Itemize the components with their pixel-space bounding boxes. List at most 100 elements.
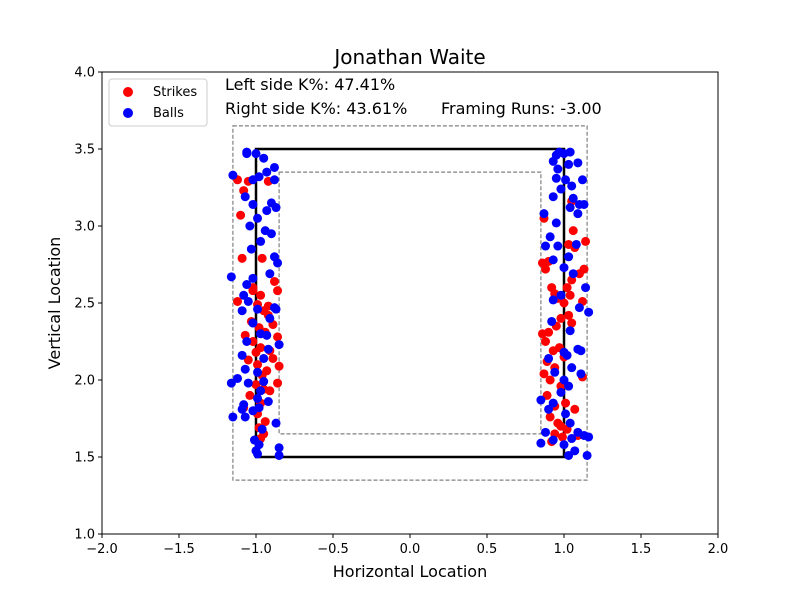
ball-point <box>541 427 551 437</box>
ball-point <box>562 350 572 360</box>
x-tick-label: 0.5 <box>477 542 498 557</box>
ball-point <box>544 353 554 363</box>
ball-point <box>243 296 253 306</box>
y-axis-label: Vertical Location <box>45 237 64 370</box>
ball-point <box>567 181 577 191</box>
ball-point <box>253 304 263 314</box>
y-tick-label: 2.5 <box>74 297 95 312</box>
x-tick-label: 1.5 <box>631 542 652 557</box>
ball-point <box>564 450 574 460</box>
x-tick-label: −1.0 <box>240 542 272 557</box>
ball-point <box>553 164 563 174</box>
ball-point <box>253 213 263 223</box>
ball-point <box>548 156 558 166</box>
ball-point <box>539 209 549 219</box>
ball-point <box>228 412 238 422</box>
ball-point <box>248 175 258 185</box>
strike-point <box>570 404 580 414</box>
ball-point <box>262 330 272 340</box>
ball-point <box>551 173 561 183</box>
x-tick-label: −0.5 <box>317 542 349 557</box>
ball-point <box>548 255 558 265</box>
framing-runs-annotation: Framing Runs: -3.00 <box>441 99 602 118</box>
ball-point <box>245 221 255 231</box>
ball-point <box>273 258 283 268</box>
strike-point <box>557 432 567 442</box>
ball-point <box>556 290 566 300</box>
strike-point <box>548 346 558 356</box>
ball-point <box>228 170 238 180</box>
strike-point <box>273 378 283 388</box>
ball-point <box>579 199 589 209</box>
strike-point <box>248 286 258 296</box>
ball-point <box>242 280 252 290</box>
ball-point <box>556 387 566 397</box>
x-tick-label: 1.0 <box>554 542 575 557</box>
ball-point <box>240 192 250 202</box>
strike-point <box>581 236 591 246</box>
ball-point <box>242 149 252 159</box>
strike-point <box>561 398 571 408</box>
ball-point <box>565 326 575 336</box>
inner-dashed-box <box>278 171 542 435</box>
strike-point <box>260 417 270 427</box>
ball-point <box>256 236 266 246</box>
left-k-annotation: Left side K%: 47.41% <box>225 75 395 94</box>
ball-point <box>571 239 581 249</box>
ball-point <box>565 418 575 428</box>
strike-point <box>248 337 258 346</box>
strike-point <box>537 329 547 339</box>
ball-point <box>548 398 558 408</box>
x-tick-label: −1.5 <box>163 542 195 557</box>
ball-point <box>237 404 247 414</box>
ball-point <box>256 386 266 396</box>
ball-point <box>576 346 586 356</box>
ball-point <box>573 158 583 168</box>
strike-point <box>545 412 555 422</box>
ball-point <box>565 147 575 157</box>
ball-point <box>570 446 580 456</box>
ball-point <box>582 450 592 460</box>
strike-point <box>237 253 247 263</box>
ball-point <box>577 175 587 185</box>
ball-point <box>548 295 558 305</box>
ball-point <box>251 149 261 159</box>
ball-point <box>536 438 546 448</box>
strike-point <box>556 313 566 323</box>
strike-point <box>236 210 246 220</box>
ball-point <box>568 193 578 203</box>
ball-point <box>567 363 577 373</box>
ball-point <box>239 290 249 300</box>
y-tick-label: 3.0 <box>74 220 95 235</box>
ball-point <box>271 304 281 314</box>
ball-point <box>551 218 561 228</box>
ball-point <box>259 353 269 363</box>
ball-point <box>559 375 569 385</box>
ball-point <box>266 229 276 239</box>
x-axis-ticks: −2.0 −1.5 −1.0 −0.5 0.0 0.5 1.0 1.5 2.0 <box>86 534 728 557</box>
ball-point <box>253 393 263 403</box>
legend-strikes-marker <box>123 87 133 97</box>
outer-dashed-box <box>232 125 588 481</box>
ball-point <box>274 443 284 453</box>
strike-point <box>257 253 267 263</box>
ball-point <box>561 409 571 419</box>
ball-point <box>574 303 584 313</box>
legend: Strikes Balls <box>108 78 208 127</box>
strike-point <box>568 226 578 236</box>
strike-point <box>562 283 572 293</box>
y-tick-label: 1.5 <box>74 451 95 466</box>
strike-point <box>559 298 569 308</box>
ball-point <box>584 432 594 442</box>
ball-point <box>564 252 574 262</box>
ball-point <box>565 203 575 213</box>
ball-point <box>561 175 571 185</box>
x-tick-label: 2.0 <box>708 542 729 557</box>
strike-point <box>542 390 552 400</box>
ball-point <box>269 175 279 185</box>
y-tick-label: 1.0 <box>74 528 95 543</box>
ball-point <box>265 313 275 323</box>
ball-point <box>274 450 284 460</box>
x-axis-label: Horizontal Location <box>333 562 487 581</box>
